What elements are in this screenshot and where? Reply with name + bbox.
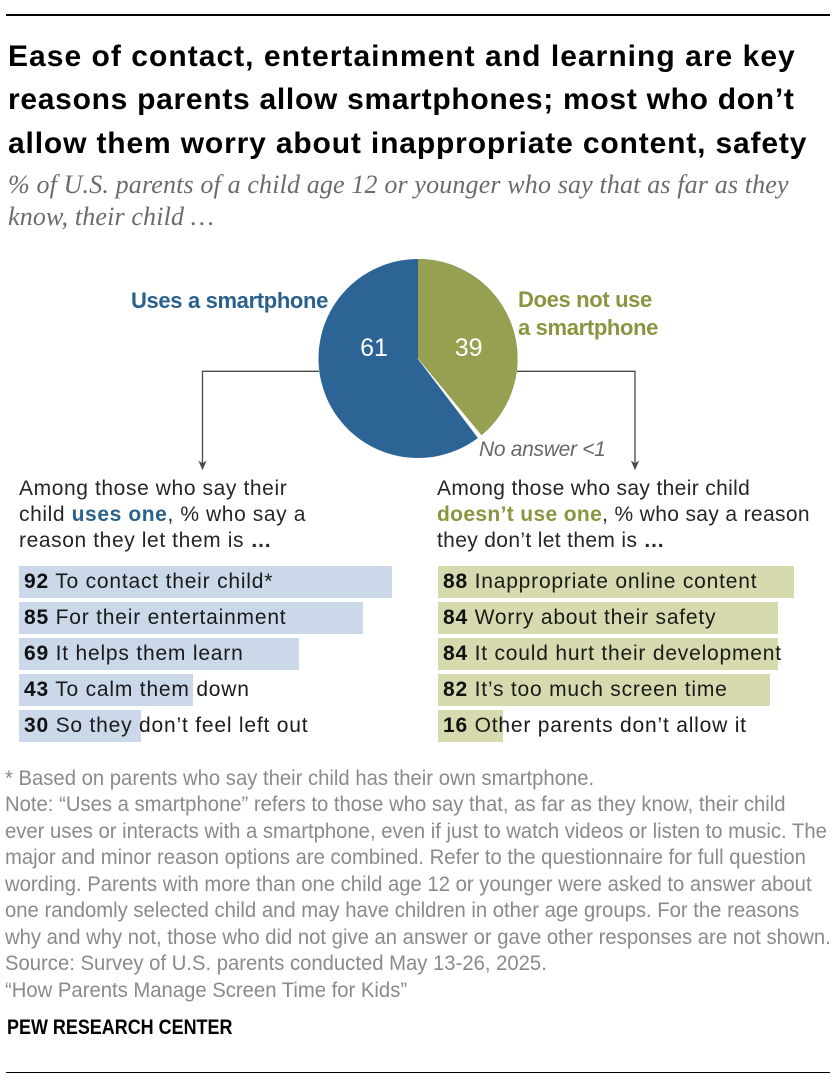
svg-text:39: 39 (455, 334, 483, 362)
svg-text:61: 61 (360, 334, 388, 362)
